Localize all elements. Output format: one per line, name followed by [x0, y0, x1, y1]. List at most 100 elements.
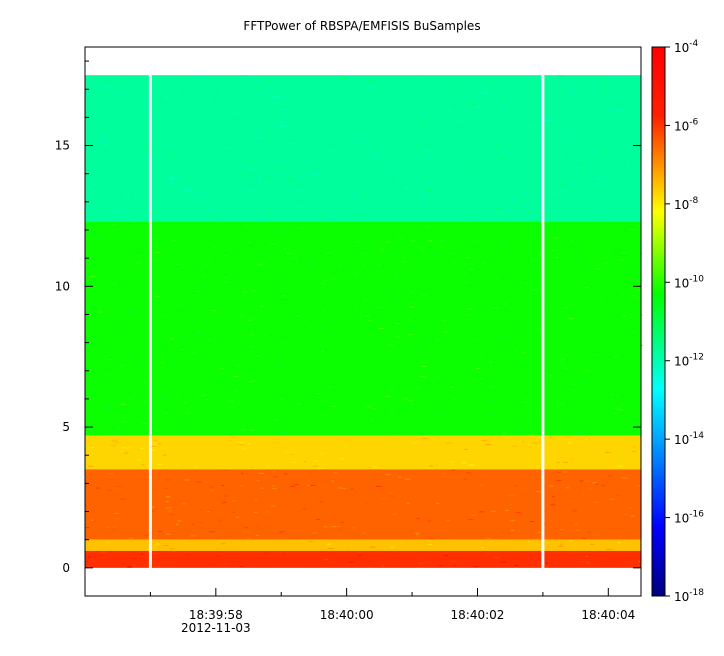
heatmap-speckle — [91, 395, 97, 397]
heatmap-speckle — [605, 403, 612, 405]
heatmap-speckle — [440, 143, 445, 145]
heatmap-speckle — [182, 336, 186, 338]
heatmap-speckle — [111, 172, 114, 174]
heatmap-speckle — [479, 511, 485, 513]
heatmap-speckle — [311, 92, 317, 94]
heatmap-speckle — [219, 211, 223, 213]
heatmap-speckle — [327, 548, 334, 550]
heatmap-speckle — [521, 495, 526, 497]
heatmap-speckle — [299, 227, 305, 229]
heatmap-speckle — [635, 485, 641, 487]
heatmap-speckle — [186, 199, 191, 201]
heatmap-speckle — [393, 265, 396, 267]
heatmap-speckle — [564, 367, 567, 369]
heatmap-speckle — [462, 259, 468, 261]
heatmap-speckle — [191, 352, 196, 354]
heatmap-speckle — [255, 485, 260, 487]
heatmap-speckle — [429, 263, 436, 265]
heatmap-speckle — [594, 83, 599, 85]
heatmap-speckle — [229, 401, 234, 403]
heatmap-speckle — [284, 473, 288, 475]
heatmap-speckle — [492, 457, 497, 459]
heatmap-speckle — [205, 257, 212, 259]
heatmap-speckle — [493, 208, 500, 210]
heatmap-speckle — [352, 527, 355, 529]
heatmap-speckle — [517, 329, 523, 331]
heatmap-speckle — [112, 224, 117, 226]
heatmap-speckle — [583, 390, 588, 392]
heatmap-speckle — [267, 177, 272, 179]
heatmap-speckle — [462, 478, 467, 480]
heatmap-speckle — [549, 371, 553, 373]
heatmap-speckle — [272, 96, 278, 98]
heatmap-speckle — [389, 410, 395, 412]
heatmap-speckle — [490, 419, 497, 421]
heatmap-speckle — [501, 95, 505, 97]
heatmap-speckle — [395, 323, 401, 325]
heatmap-speckle — [307, 287, 310, 289]
heatmap-speckle — [183, 125, 188, 127]
heatmap-speckle — [86, 224, 92, 226]
heatmap-speckle — [445, 461, 449, 463]
heatmap-speckle — [463, 272, 468, 274]
heatmap-speckle — [410, 493, 414, 495]
heatmap-speckle — [347, 88, 352, 90]
heatmap-speckle — [378, 211, 381, 213]
heatmap-speckle — [450, 461, 455, 463]
heatmap-speckle — [450, 146, 453, 148]
heatmap-speckle — [471, 103, 476, 105]
heatmap-speckle — [543, 215, 547, 217]
heatmap-speckle — [302, 157, 306, 159]
heatmap-speckle — [556, 402, 560, 404]
heatmap-speckle — [304, 329, 311, 331]
heatmap-speckle — [608, 425, 612, 427]
heatmap-speckle — [569, 318, 574, 320]
heatmap-speckle — [360, 253, 363, 255]
heatmap-speckle — [301, 184, 307, 186]
heatmap-speckle — [119, 451, 124, 453]
heatmap-speckle — [142, 422, 148, 424]
heatmap-speckle — [608, 311, 612, 313]
heatmap-speckle — [170, 338, 174, 340]
heatmap-speckle — [241, 75, 246, 77]
heatmap-speckle — [278, 399, 284, 401]
heatmap-speckle — [632, 332, 637, 334]
heatmap-speckle — [136, 260, 140, 262]
heatmap-speckle — [163, 454, 167, 456]
heatmap-speckle — [431, 441, 437, 443]
heatmap-speckle — [224, 276, 228, 278]
heatmap-speckle — [427, 154, 432, 156]
heatmap-speckle — [545, 562, 549, 564]
heatmap-speckle — [579, 108, 582, 110]
heatmap-speckle — [133, 361, 139, 363]
heatmap-speckle — [352, 433, 357, 435]
heatmap-speckle — [402, 398, 409, 400]
heatmap-speckle — [289, 143, 296, 145]
heatmap-speckle — [431, 438, 434, 440]
heatmap-speckle — [529, 259, 535, 261]
heatmap-speckle — [575, 243, 581, 245]
heatmap-speckle — [91, 252, 97, 254]
heatmap-speckle — [422, 202, 426, 204]
heatmap-speckle — [97, 311, 103, 313]
heatmap-speckle — [246, 326, 250, 328]
heatmap-speckle — [190, 91, 195, 93]
heatmap-speckle — [102, 79, 108, 81]
heatmap-speckle — [114, 518, 121, 520]
heatmap-speckle — [560, 361, 563, 363]
heatmap-speckle — [150, 542, 155, 544]
heatmap-speckle — [226, 147, 232, 149]
heatmap-speckle — [328, 150, 332, 152]
heatmap-speckle — [607, 269, 613, 271]
heatmap-speckle — [321, 213, 326, 215]
heatmap-speckle — [106, 406, 109, 408]
heatmap-speckle — [246, 537, 251, 539]
heatmap-speckle — [125, 488, 130, 490]
heatmap-speckle — [171, 157, 175, 159]
heatmap-speckle — [608, 475, 612, 477]
heatmap-speckle — [127, 147, 131, 149]
heatmap-speckle — [506, 117, 511, 119]
heatmap-speckle — [334, 131, 337, 133]
heatmap-speckle — [598, 297, 603, 299]
heatmap-speckle — [617, 109, 624, 111]
